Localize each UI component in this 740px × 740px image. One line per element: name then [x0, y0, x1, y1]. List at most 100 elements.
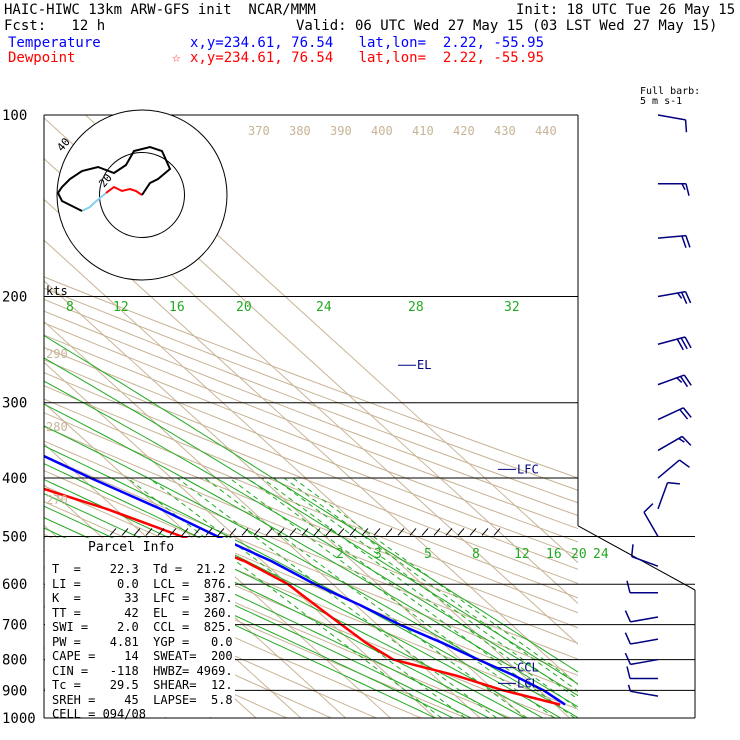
- tick-mark: [409, 528, 417, 536]
- init-time: Init: 18 UTC Tue 26 May 15: [516, 2, 736, 18]
- dry-adiabat: [44, 412, 578, 629]
- mixing-ratio-label: 24: [316, 300, 332, 315]
- wind-barb: [657, 481, 680, 510]
- tick-mark: [349, 528, 357, 536]
- tick-mark: [229, 528, 237, 536]
- wind-barb-flag: [681, 183, 686, 191]
- tick-mark: [481, 528, 489, 536]
- tick-mark: [145, 528, 153, 536]
- wind-barb-flag: [685, 183, 690, 196]
- wind-barb-flag: [685, 235, 691, 248]
- parcel-info-row: PW = 4.81 YGP = 0.0: [52, 634, 233, 649]
- wind-barb: [657, 407, 692, 421]
- dry-adiabat: [44, 287, 578, 491]
- dry-adiabat: [44, 310, 578, 517]
- wind-barb: [657, 459, 690, 479]
- wind-barb-flag: [681, 235, 687, 248]
- wind-barb-flag: [684, 119, 688, 133]
- pressure-label: 300: [2, 396, 27, 412]
- dewpoint-marker-icon: ☆: [172, 50, 181, 66]
- tick-mark: [361, 528, 369, 536]
- mixing-ratio-label: 8: [472, 547, 480, 562]
- theta-label: 420: [453, 124, 475, 138]
- dewpoint-profile: [44, 487, 561, 706]
- tick-mark: [469, 528, 477, 536]
- dry-adiabat: [44, 298, 578, 504]
- wind-barb-flag: [626, 666, 631, 679]
- pressure-label: 400: [2, 471, 27, 487]
- dry-adiabat: [44, 346, 578, 556]
- parcel-info-row: T = 22.3 Td = 21.2: [52, 562, 226, 576]
- tick-mark: [157, 528, 165, 536]
- wind-barb: [657, 374, 692, 388]
- mixing-ratio-label: 8: [66, 300, 74, 315]
- wind-barb-flag: [678, 437, 685, 443]
- dry-adiabat: [44, 586, 332, 718]
- pressure-label: 1000: [2, 711, 36, 727]
- tick-mark: [205, 528, 213, 536]
- mixing-ratio-label: 2: [336, 547, 344, 562]
- wind-barb: [657, 290, 692, 304]
- wind-barb: [626, 666, 658, 680]
- parcel-info-row: LI = 0.0 LCL = 876.: [52, 576, 233, 591]
- theta-label: 280: [46, 420, 68, 434]
- wind-barb-flag: [667, 481, 680, 485]
- tick-mark: [121, 528, 129, 536]
- wind-barb: [624, 610, 659, 623]
- tick-mark: [181, 528, 189, 536]
- wind-barb: [657, 114, 688, 133]
- dry-adiabat: [44, 568, 377, 718]
- dry-adiabat: [44, 440, 578, 660]
- tick-mark: [241, 528, 249, 536]
- wind-barb: [643, 503, 659, 537]
- parcel-info-row: K = 33 LFC = 387.: [52, 591, 233, 605]
- isotherm: [44, 320, 481, 718]
- wind-barb-flag: [676, 338, 684, 351]
- tick-mark: [325, 528, 333, 536]
- wind-barb-flag: [681, 435, 692, 446]
- level-label-lfc: LFC: [517, 462, 539, 476]
- tick-mark: [253, 528, 261, 536]
- wind-barb: [624, 652, 659, 666]
- tick-mark: [133, 528, 141, 536]
- temperature-location: x,y=234.61, 76.54 lat,lon= 2.22, -55.95: [190, 35, 545, 51]
- tick-mark: [373, 528, 381, 536]
- wind-barb-staff: [643, 511, 659, 537]
- theta-label: 380: [289, 124, 311, 138]
- barb-legend: 5 m s-1: [640, 96, 682, 107]
- theta-label: 270: [46, 493, 68, 507]
- mixing-ratio-label: 5: [424, 547, 432, 562]
- dry-adiabat: [44, 359, 578, 570]
- parcel-info-row: CELL = 094/08: [52, 707, 146, 721]
- pressure-label: 100: [2, 108, 27, 124]
- hodograph-mid-level: [81, 192, 107, 212]
- tick-mark: [493, 528, 501, 536]
- wind-barb-flag: [676, 377, 683, 383]
- wind-barb-flag: [626, 580, 631, 593]
- wind-barb-flag: [679, 408, 689, 420]
- wind-barb-flag: [682, 407, 692, 418]
- wind-barb-staff: [630, 638, 659, 645]
- parcel-info-row: CAPE = 14 SWEAT= 200: [52, 649, 233, 663]
- mixing-ratio-label: 12: [514, 547, 530, 562]
- wind-barb-flag: [684, 291, 692, 304]
- wind-barb-flag: [627, 684, 632, 692]
- tick-mark: [421, 528, 429, 536]
- isotherm: [44, 443, 346, 718]
- isotherm: [44, 239, 570, 718]
- hodograph-units: kts: [46, 284, 68, 298]
- wind-barb-staff: [657, 234, 686, 239]
- mixing-ratio-label: 24: [593, 547, 609, 562]
- dry-adiabat: [44, 276, 578, 479]
- dewpoint-location: x,y=234.61, 76.54 lat,lon= 2.22, -55.95: [190, 50, 545, 66]
- tick-mark: [277, 528, 285, 536]
- wind-barb-flag: [624, 632, 632, 645]
- dry-adiabat: [44, 372, 578, 584]
- isotherm: [44, 361, 436, 718]
- level-label-ccl: CCL: [517, 661, 539, 675]
- wind-barb-flag: [643, 503, 654, 513]
- level-label-lcl: LCL: [517, 676, 539, 690]
- tick-mark: [109, 528, 117, 536]
- wind-barb: [626, 580, 658, 594]
